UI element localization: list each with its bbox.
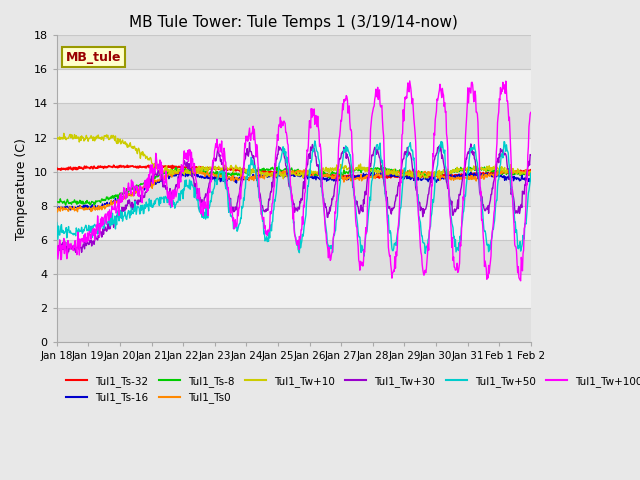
Bar xyxy=(57,172,531,206)
Title: MB Tule Tower: Tule Temps 1 (3/19/14-now): MB Tule Tower: Tule Temps 1 (3/19/14-now… xyxy=(129,15,458,30)
Legend: Tul1_Ts-32, Tul1_Ts-16, Tul1_Ts-8, Tul1_Ts0, Tul1_Tw+10, Tul1_Tw+30, Tul1_Tw+50,: Tul1_Ts-32, Tul1_Ts-16, Tul1_Ts-8, Tul1_… xyxy=(62,372,640,408)
Bar xyxy=(57,240,531,274)
Text: MB_tule: MB_tule xyxy=(66,51,122,64)
Bar xyxy=(57,36,531,70)
Bar xyxy=(57,104,531,138)
Y-axis label: Temperature (C): Temperature (C) xyxy=(15,138,28,240)
Bar xyxy=(57,308,531,342)
